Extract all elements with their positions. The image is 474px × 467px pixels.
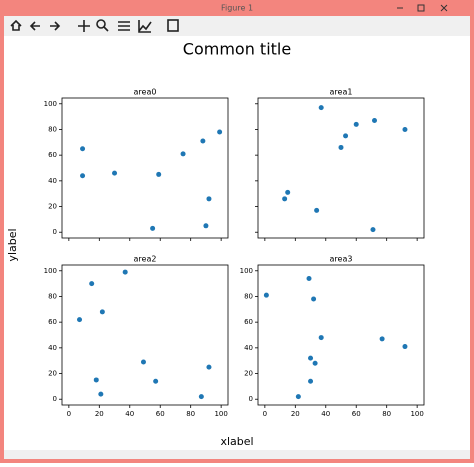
axes-title: area0: [134, 88, 157, 97]
scatter-point: [153, 378, 159, 384]
scatter-point: [198, 394, 204, 400]
scatter-point: [282, 196, 288, 202]
x-tick-label: 60: [352, 410, 361, 418]
scatter-point: [206, 196, 212, 202]
scatter-point: [306, 275, 312, 281]
scatter-point: [311, 296, 317, 302]
maximize-button[interactable]: [417, 4, 425, 12]
y-tick-label: 80: [48, 292, 57, 300]
scatter-point: [370, 227, 376, 233]
y-tick-label: 0: [249, 395, 253, 403]
forward-button[interactable]: [50, 21, 61, 31]
y-tick-label: 20: [48, 370, 57, 378]
scatter-point: [80, 173, 86, 179]
figure-ylabel: ylabel: [6, 228, 19, 261]
figure: [4, 36, 470, 450]
axes-title: area2: [134, 255, 157, 264]
pan-button[interactable]: [78, 20, 90, 32]
scatter-point: [263, 292, 269, 298]
y-tick-label: 0: [53, 395, 57, 403]
scatter-point: [77, 317, 83, 323]
y-tick-label: 100: [44, 267, 57, 275]
scatter-point: [308, 355, 314, 361]
y-tick-label: 80: [48, 125, 57, 133]
x-tick-label: 40: [125, 410, 134, 418]
x-tick-label: 0: [263, 410, 267, 418]
toolbar: [4, 16, 470, 36]
scatter-point: [353, 121, 359, 127]
x-tick-label: 60: [156, 410, 165, 418]
scatter-point: [89, 281, 95, 287]
scatter-point: [112, 170, 118, 176]
scatter-point: [402, 344, 408, 350]
y-tick-label: 40: [48, 344, 57, 352]
save-button[interactable]: [167, 19, 179, 32]
y-tick-label: 0: [53, 228, 57, 236]
scatter-point: [99, 309, 105, 315]
scatter-point: [203, 223, 209, 229]
y-tick-label: 40: [48, 177, 57, 185]
scatter-point: [318, 105, 324, 111]
axes-frame: [61, 264, 229, 406]
y-tick-label: 100: [44, 100, 57, 108]
y-tick-label: 80: [244, 292, 253, 300]
y-tick-label: 20: [244, 370, 253, 378]
scatter-point: [140, 359, 146, 365]
axes-frame: [61, 97, 229, 239]
x-tick-label: 20: [95, 410, 104, 418]
y-tick-label: 60: [48, 318, 57, 326]
configure-button[interactable]: [118, 21, 130, 31]
scatter-point: [295, 394, 301, 400]
axes-title: area3: [330, 255, 353, 264]
scatter-point: [156, 171, 162, 177]
x-tick-label: 40: [321, 410, 330, 418]
scatter-point: [312, 360, 318, 366]
y-tick-label: 100: [240, 267, 253, 275]
figure-title: Common title: [183, 40, 291, 59]
scatter-point: [206, 364, 212, 370]
window-title: Figure 1: [221, 4, 253, 13]
scatter-point: [98, 391, 104, 397]
scatter-point: [93, 377, 99, 383]
x-tick-label: 80: [382, 410, 391, 418]
x-tick-label: 0: [67, 410, 71, 418]
scatter-point: [372, 117, 378, 123]
scatter-point: [338, 144, 344, 150]
y-tick-label: 60: [244, 318, 253, 326]
scatter-point: [150, 225, 156, 231]
scatter-point: [308, 378, 314, 384]
scatter-point: [80, 146, 86, 152]
close-button[interactable]: [440, 4, 448, 12]
scatter-point: [200, 138, 206, 144]
figure-xlabel: xlabel: [220, 435, 253, 448]
scatter-point: [343, 133, 349, 139]
zoom-button[interactable]: [96, 19, 109, 32]
scatter-point: [122, 269, 128, 275]
x-tick-label: 20: [291, 410, 300, 418]
y-tick-label: 60: [48, 151, 57, 159]
home-button[interactable]: [10, 19, 22, 31]
axes-frame: [257, 264, 425, 406]
axes-button[interactable]: [138, 20, 152, 33]
scatter-point: [180, 151, 186, 157]
scatter-point: [217, 129, 223, 135]
x-tick-label: 80: [186, 410, 195, 418]
scatter-point: [314, 207, 320, 213]
x-tick-label: 100: [214, 410, 227, 418]
axes-frame: [257, 97, 425, 239]
axes-title: area1: [330, 88, 353, 97]
back-button[interactable]: [29, 21, 40, 31]
window-buttons[interactable]: [397, 4, 448, 12]
scatter-point: [402, 126, 408, 132]
scatter-point: [318, 335, 324, 341]
x-tick-label: 100: [410, 410, 423, 418]
scatter-point: [379, 336, 385, 342]
scatter-point: [285, 189, 291, 195]
y-tick-label: 40: [244, 344, 253, 352]
status-bar: [4, 450, 470, 459]
y-tick-label: 20: [48, 203, 57, 211]
